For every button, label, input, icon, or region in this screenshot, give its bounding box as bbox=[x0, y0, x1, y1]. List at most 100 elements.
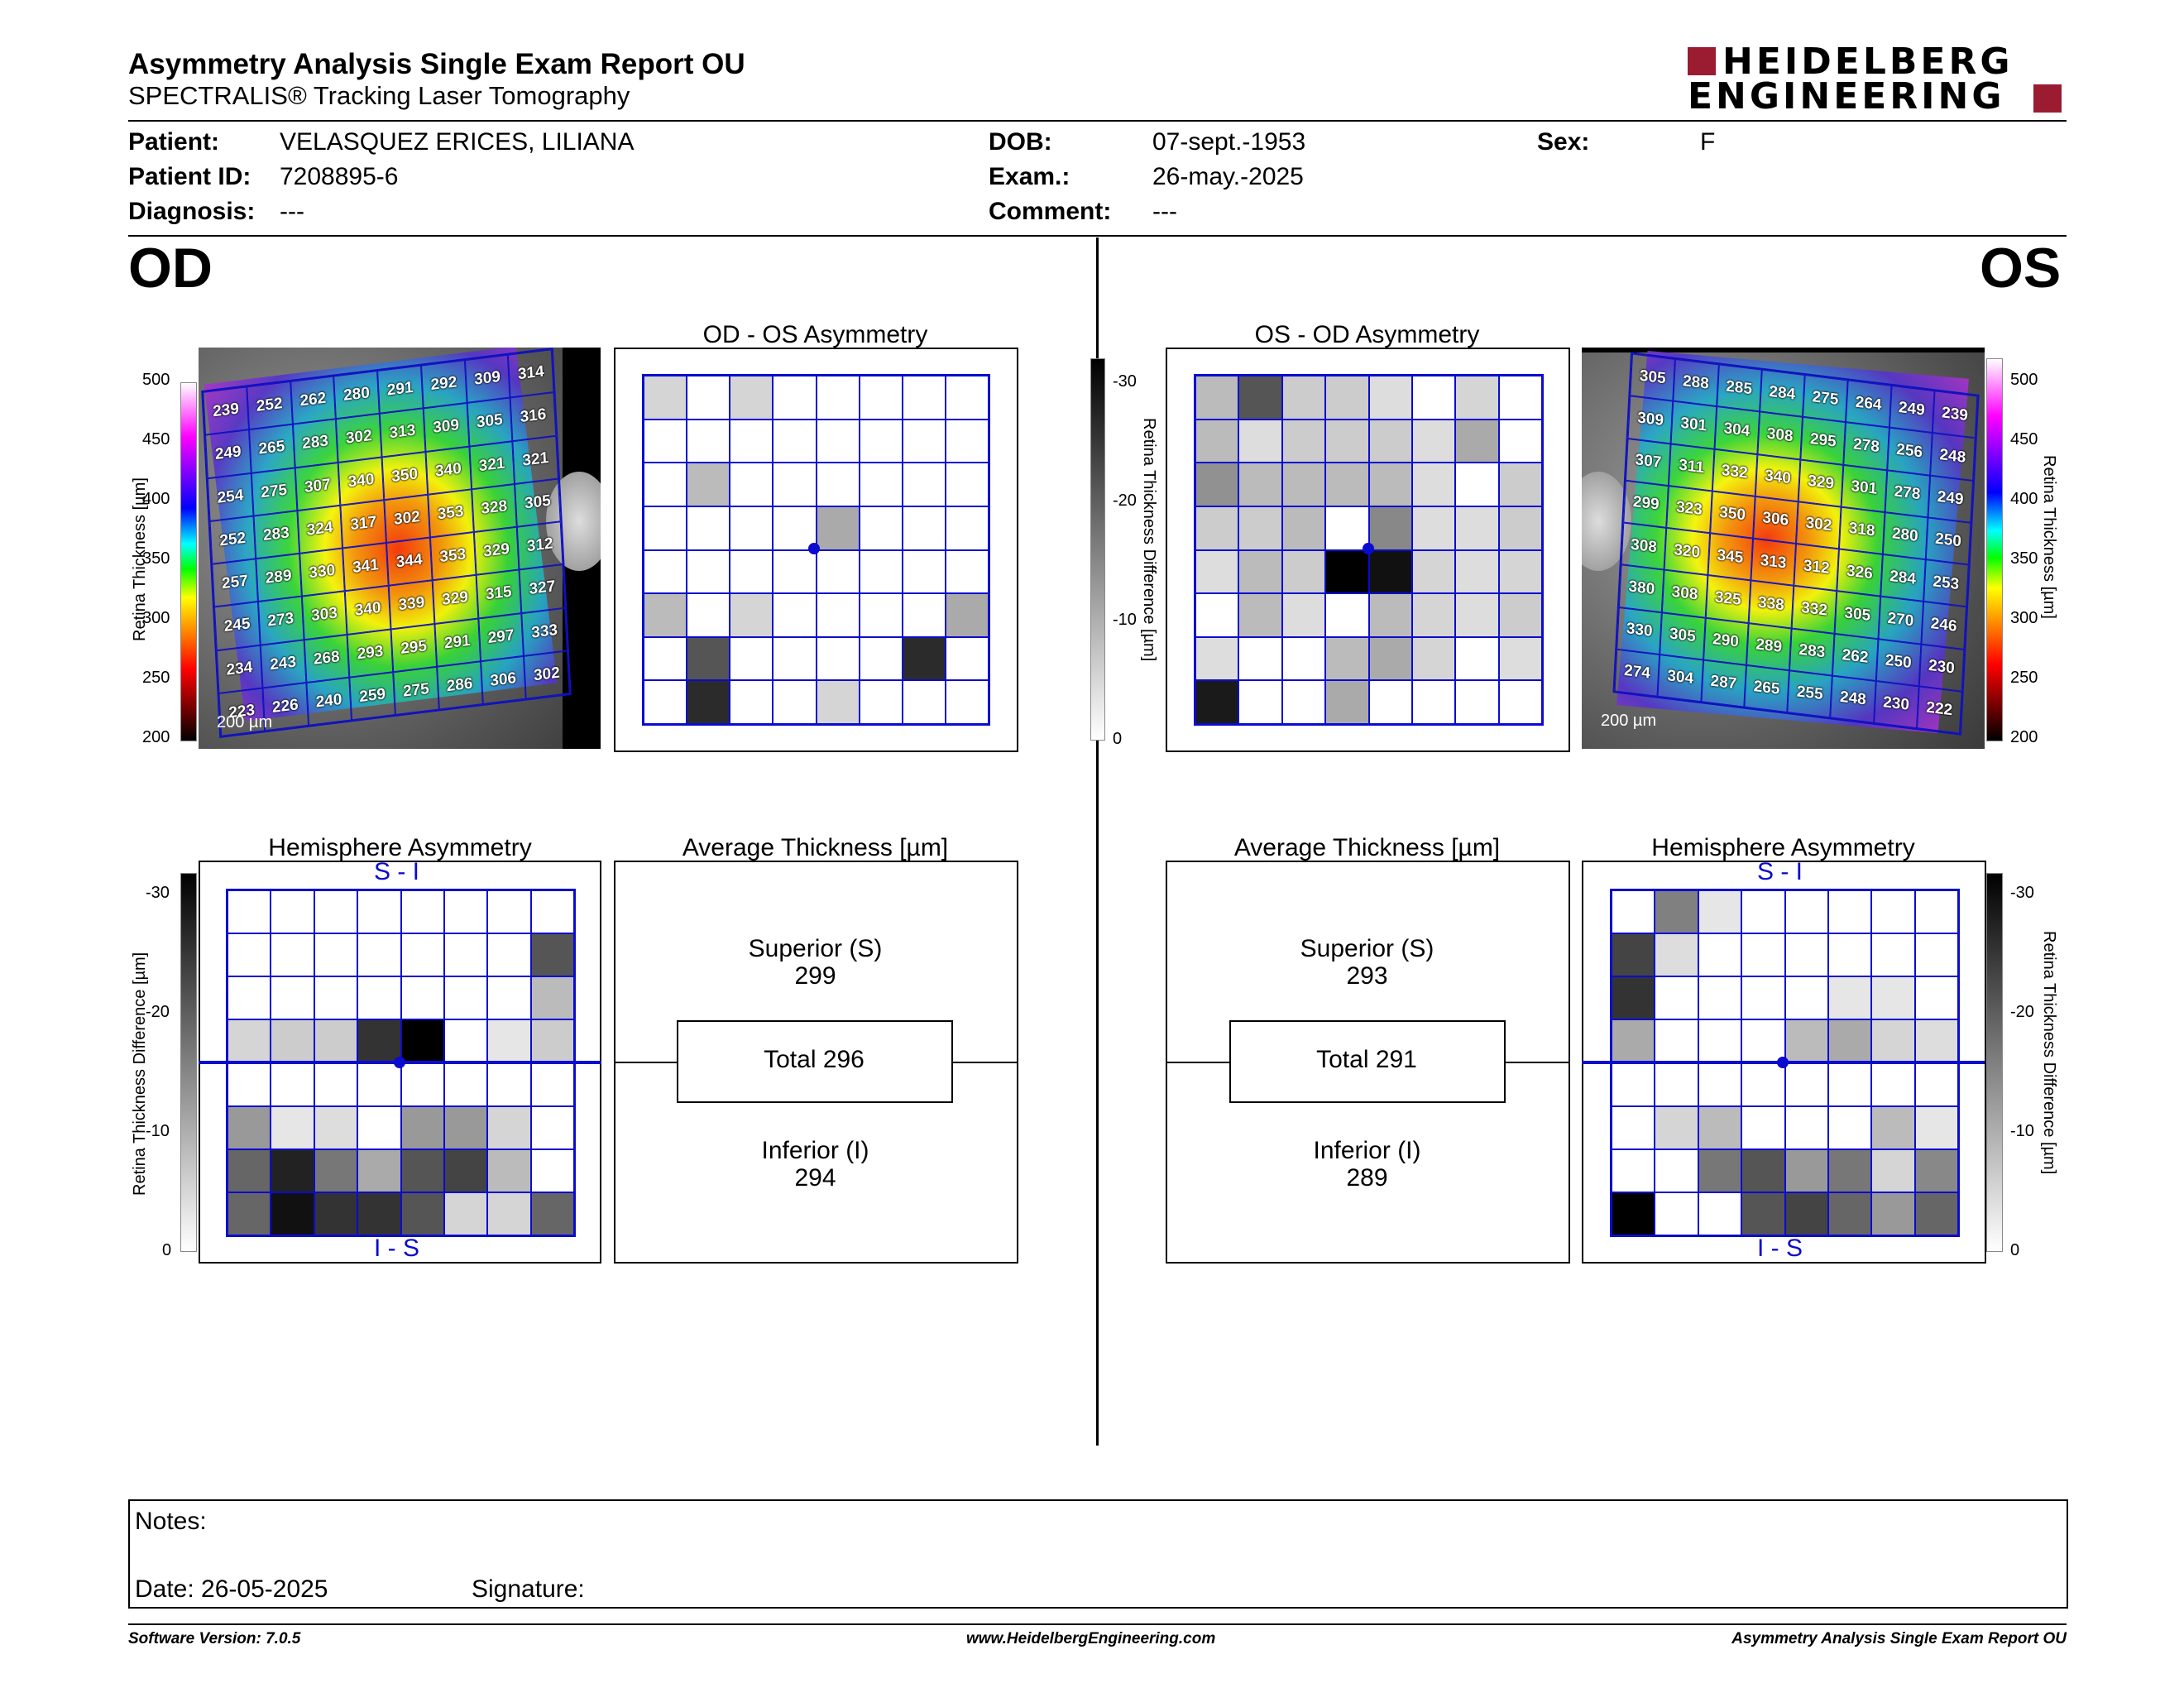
od-asym-cell bbox=[773, 549, 817, 594]
os-hemi-cell bbox=[1655, 1192, 1698, 1235]
os-hemi-cell bbox=[1914, 1149, 1958, 1192]
os-thickness-cell: 338 bbox=[1748, 580, 1794, 628]
od-asym-cell bbox=[644, 680, 687, 724]
patient-name: VELASQUEZ ERICES, LILIANA bbox=[280, 128, 635, 156]
os-hemi-cell bbox=[1655, 1105, 1698, 1149]
os-thickness-cell: 256 bbox=[1886, 427, 1933, 476]
os-thickness-cell: 305 bbox=[1660, 611, 1706, 660]
os-fundus-image bbox=[1582, 348, 1985, 749]
od-asym-cell bbox=[644, 506, 687, 550]
od-tick-400: 400 bbox=[142, 490, 170, 508]
os-hemi-cell bbox=[1871, 1192, 1915, 1235]
os-asym-grid bbox=[1194, 374, 1544, 726]
os-hemi-cell bbox=[1612, 976, 1655, 1020]
os-thickness-cell: 345 bbox=[1707, 533, 1753, 581]
os-thickness-cell: 265 bbox=[1744, 664, 1789, 712]
od-thickness-cell: 254 bbox=[207, 472, 254, 521]
heidelberg-logo: HEIDELBERG ENGINEERING bbox=[1688, 41, 2068, 117]
od-hemi-cell bbox=[487, 933, 531, 977]
footer-report-name: Asymmetry Analysis Single Exam Report OU bbox=[1731, 1630, 2067, 1647]
os-hemi-tick-30: -30 bbox=[2010, 884, 2034, 902]
os-asym-cell bbox=[1368, 680, 1412, 724]
diagnosis-label: Diagnosis: bbox=[128, 198, 256, 225]
od-thickness-cell: 295 bbox=[390, 623, 437, 672]
os-thickness-cell: 380 bbox=[1618, 564, 1664, 612]
os-hemi-cell bbox=[1612, 1105, 1655, 1149]
patient-label: Patient: bbox=[128, 128, 220, 156]
od-thickness-cell: 273 bbox=[257, 596, 304, 645]
od-asym-cell bbox=[816, 506, 860, 550]
od-asym-cell bbox=[816, 636, 860, 681]
os-asym-cell bbox=[1455, 680, 1499, 724]
od-thickness-cell: 306 bbox=[480, 655, 526, 705]
dob-value: 07-sept.-1953 bbox=[1152, 128, 1306, 156]
os-hemi-cell bbox=[1871, 1105, 1915, 1149]
os-thickness-cell: 340 bbox=[1755, 453, 1801, 502]
od-asym-cell bbox=[773, 680, 817, 724]
os-asym-cell bbox=[1498, 376, 1542, 420]
os-thickness-cell: 283 bbox=[1789, 627, 1835, 676]
os-thickness-cell: 312 bbox=[1794, 544, 1840, 592]
os-inferior-value: 289 bbox=[1346, 1164, 1388, 1192]
od-thickness-cell: 305 bbox=[515, 478, 561, 527]
od-asym-cell bbox=[859, 636, 903, 681]
od-hemi-cell bbox=[443, 933, 488, 977]
os-asym-cell bbox=[1498, 593, 1542, 637]
od-scale-bar: 200 µm bbox=[217, 713, 273, 731]
od-thickness-cell: 329 bbox=[432, 575, 478, 624]
od-hemi-cell bbox=[443, 1062, 488, 1106]
os-hemi-cell bbox=[1741, 1149, 1785, 1192]
os-thickness-cell: 249 bbox=[1928, 475, 1974, 523]
os-asym-cell bbox=[1498, 636, 1542, 681]
os-hemi-cell bbox=[1914, 1062, 1958, 1106]
os-thickness-cell: 288 bbox=[1673, 358, 1719, 407]
os-hemi-cell bbox=[1784, 1105, 1828, 1149]
os-tick-350: 350 bbox=[2010, 549, 2038, 568]
od-asym-cell bbox=[730, 463, 774, 506]
os-hemi-cell bbox=[1871, 1149, 1915, 1192]
od-tick-350: 350 bbox=[142, 549, 170, 568]
os-hemi-cell bbox=[1784, 933, 1828, 977]
os-hemi-cell bbox=[1827, 1105, 1872, 1149]
od-asym-cell bbox=[816, 549, 860, 594]
os-asym-cell bbox=[1325, 506, 1369, 550]
od-superior-value: 299 bbox=[794, 962, 836, 990]
os-hemi-grid bbox=[1610, 889, 1960, 1237]
os-asym-cell bbox=[1455, 593, 1499, 637]
os-asym-cell bbox=[1281, 549, 1326, 594]
os-thickness-cell: 280 bbox=[1882, 511, 1928, 560]
os-hemi-cell bbox=[1655, 1062, 1698, 1106]
od-asym-cell bbox=[687, 680, 730, 724]
os-thickness-cell: 318 bbox=[1839, 506, 1885, 554]
od-asym-cell bbox=[945, 506, 989, 550]
os-hemi-cell bbox=[1827, 1019, 1872, 1063]
os-thickness-cell: 290 bbox=[1703, 617, 1749, 665]
os-thickness-cell: 302 bbox=[1796, 501, 1842, 549]
os-thickness-cell: 326 bbox=[1837, 549, 1883, 597]
od-tick-300: 300 bbox=[142, 609, 170, 627]
os-hemi-cell bbox=[1827, 976, 1872, 1020]
os-thickness-cell: 329 bbox=[1798, 459, 1844, 507]
os-thickness-cell: 248 bbox=[1929, 433, 1976, 481]
os-thickness-cell: 301 bbox=[1841, 464, 1887, 512]
od-asym-cell bbox=[902, 680, 946, 724]
od-hemi-cell bbox=[400, 1062, 444, 1106]
os-asym-cell bbox=[1368, 549, 1412, 594]
od-thickness-cell: 341 bbox=[342, 543, 389, 592]
od-hemi-cell bbox=[228, 1062, 271, 1106]
od-hemi-cell bbox=[530, 976, 574, 1020]
od-hemi-cell bbox=[443, 1149, 488, 1192]
os-asym-cell bbox=[1281, 636, 1326, 681]
os-asym-cell bbox=[1455, 636, 1499, 681]
center-tick-0: 0 bbox=[1113, 730, 1123, 748]
website-link[interactable]: www.HeidelbergEngineering.com bbox=[966, 1630, 1216, 1647]
os-thickness-cell: 222 bbox=[1916, 686, 1962, 734]
os-thickness-cell: 239 bbox=[1932, 391, 1978, 439]
os-hemi-cell bbox=[1612, 933, 1655, 977]
od-thickness-cell: 307 bbox=[295, 462, 341, 511]
od-thickness-cell: 252 bbox=[247, 381, 293, 430]
os-asym-title: OS - OD Asymmetry bbox=[1254, 321, 1480, 348]
diagnosis-value: --- bbox=[280, 198, 304, 225]
os-superior-value: 293 bbox=[1346, 962, 1388, 990]
os-thickness-cell: 332 bbox=[1791, 585, 1837, 634]
